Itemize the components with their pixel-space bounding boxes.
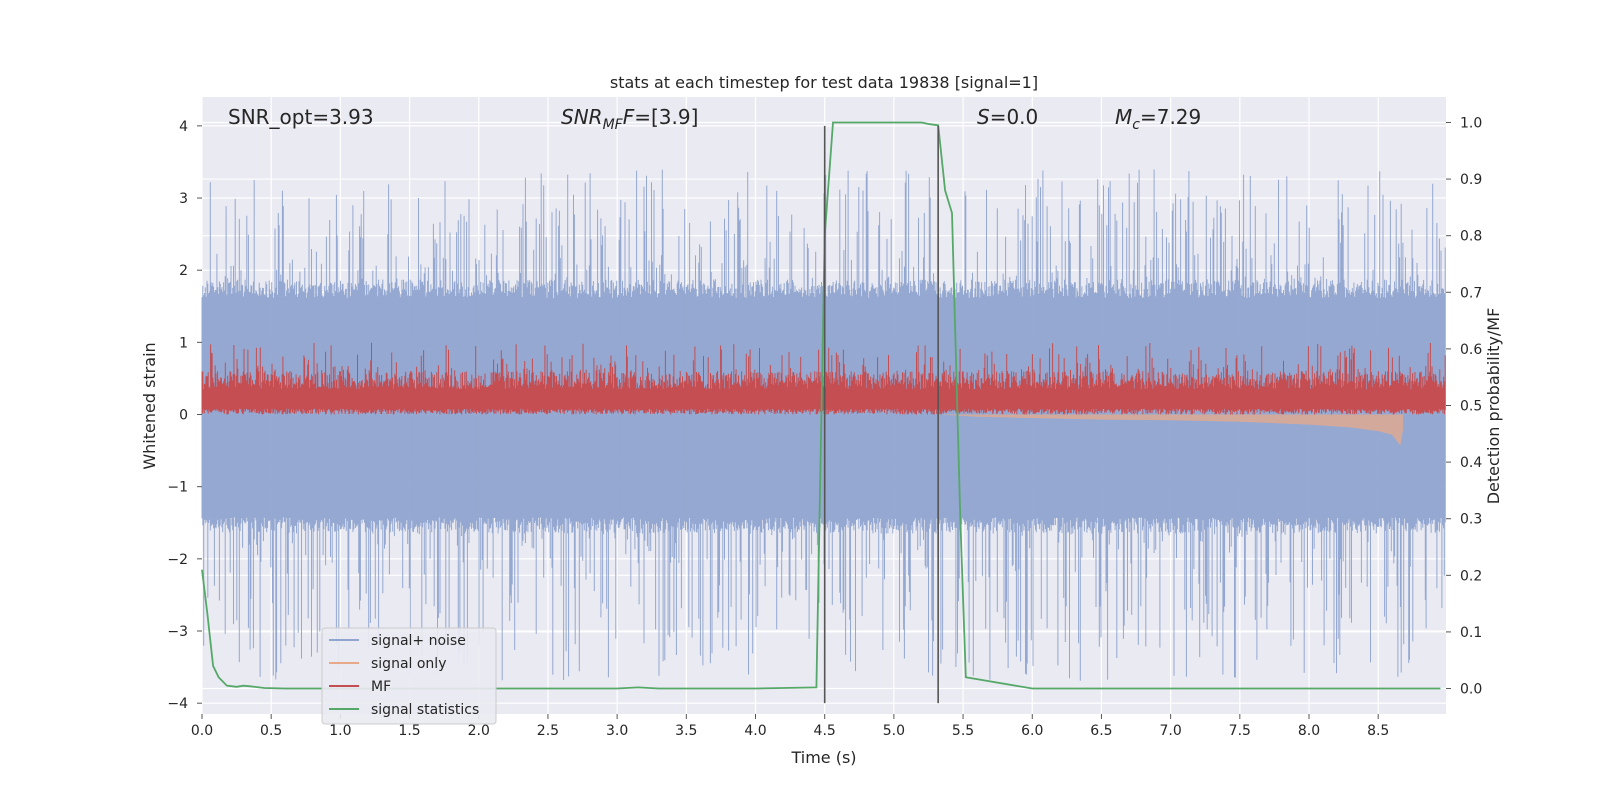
annotation-s: S=0.0 [977, 105, 1038, 129]
x-tick-label: 2.5 [537, 723, 559, 739]
y-tick-label: 3 [179, 191, 188, 207]
y2-tick-label: 0.4 [1460, 455, 1482, 471]
x-tick-label: 6.5 [1090, 723, 1112, 739]
vertical-markers [823, 125, 939, 704]
x-tick-label: 4.5 [814, 723, 836, 739]
x-tick-label: 0.5 [260, 723, 282, 739]
series-signal-statistics [201, 121, 1441, 690]
y-tick-label: 0 [179, 408, 188, 424]
s-label: S [977, 105, 990, 129]
legend-label-signal-only: signal only [371, 656, 446, 672]
x-tick-label: 7.5 [1229, 723, 1251, 739]
y-tick-label: −2 [167, 552, 188, 568]
y2-tick-label: 0.7 [1460, 285, 1482, 301]
x-tick-label: 7.0 [1159, 723, 1181, 739]
legend-box [321, 627, 497, 725]
legend-label-signal-statistics: signal statistics [371, 702, 479, 718]
annotation-snr-opt: SNR_opt=3.93 [228, 105, 374, 129]
x-tick-label: 5.5 [952, 723, 974, 739]
x-tick-label: 8.0 [1298, 723, 1320, 739]
legend: signal+ noise signal only MF signal stat… [321, 627, 497, 725]
x-tick-label: 3.0 [606, 723, 628, 739]
x-tick-label: 6.0 [1021, 723, 1043, 739]
snr-mf-f: F [623, 105, 635, 129]
series-signal-only [938, 414, 1404, 446]
y2-axis-label: Detection probability/MF [1484, 308, 1503, 505]
x-axis-label: Time (s) [790, 748, 856, 767]
s-value: =0.0 [990, 105, 1039, 129]
y-tick-label: 4 [179, 119, 188, 135]
legend-label-mf: MF [371, 679, 391, 695]
legend-label-signal-noise: signal+ noise [371, 633, 466, 649]
x-tick-label: 2.0 [468, 723, 490, 739]
y-axis-label: Whitened strain [140, 342, 159, 469]
x-tick-label: 1.0 [329, 723, 351, 739]
mc-value: =7.29 [1140, 105, 1201, 129]
ticks: 0.0 0.5 1.0 1.5 2.0 2.5 3.0 3.5 4.0 4.5 5.0 5.5 6.0 6… [167, 115, 1482, 739]
series-mf [201, 342, 1446, 415]
y2-tick-label: 1.0 [1460, 115, 1482, 131]
mc-sub: c [1132, 117, 1140, 133]
y2-tick-label: 0.5 [1460, 399, 1482, 415]
y-tick-label: 1 [179, 335, 188, 351]
y-tick-label: −3 [167, 624, 188, 640]
annotation-mc: Mc=7.29 [1115, 105, 1201, 133]
snr-mf-main: SNR [561, 105, 603, 129]
y2-tick-label: 0.3 [1460, 512, 1482, 528]
chart-title: stats at each timestep for test data 198… [610, 73, 1038, 92]
mc-label: M [1115, 105, 1132, 129]
series-layer [201, 121, 1446, 690]
y2-tick-label: 0.6 [1460, 342, 1482, 358]
x-tick-label: 1.5 [398, 723, 420, 739]
y2-tick-label: 0.1 [1460, 625, 1482, 641]
y2-tick-label: 0.8 [1460, 229, 1482, 245]
y-tick-label: −1 [167, 480, 188, 496]
y-tick-label: −4 [167, 696, 188, 712]
x-tick-label: 8.5 [1367, 723, 1389, 739]
snr-mf-value: =[3.9] [634, 105, 698, 129]
annotation-snr-mf: SNRMFF=[3.9] [561, 105, 698, 133]
y2-tick-label: 0.2 [1460, 568, 1482, 584]
snr-mf-sub: MF [603, 117, 624, 133]
y-tick-label: 2 [179, 263, 188, 279]
x-tick-label: 5.0 [883, 723, 905, 739]
y2-tick-label: 0.0 [1460, 682, 1482, 698]
y2-tick-label: 0.9 [1460, 172, 1482, 188]
x-tick-label: 3.5 [675, 723, 697, 739]
x-tick-label: 4.0 [744, 723, 766, 739]
x-tick-label: 0.0 [191, 723, 213, 739]
